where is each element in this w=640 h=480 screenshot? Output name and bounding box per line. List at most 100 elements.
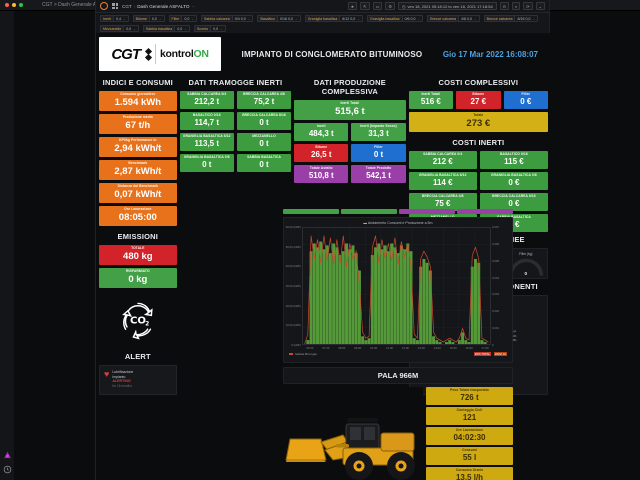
x-tick: 06:00 — [306, 346, 314, 350]
y-tick-left: 30,00 (kWh) — [285, 284, 301, 288]
grafana-brand-icon[interactable] — [100, 2, 108, 10]
window-close-button[interactable] — [5, 3, 9, 7]
stat-value: 0 t — [202, 160, 212, 169]
chart-title: ▬ Andamento Consumi e Produzione a 5m — [286, 220, 510, 226]
variable-label: Mezzanello — [100, 25, 124, 32]
stat-costo-inerte-0: SABBIA CALCAREA 0/4 212 € — [408, 151, 477, 169]
variable-value[interactable]: 8/16 0,0 ⌄ — [514, 15, 539, 22]
y-axis-right: 0,007 0,006 0,005 0,004 0,003 0,002 0,001 0 — [491, 225, 508, 347]
svg-text:2: 2 — [145, 321, 149, 328]
variable-value[interactable]: 0,0 ⌄ — [181, 15, 197, 22]
column-tramogge: DATI TRAMOGGE INERTI SABBIA CALCAREA 0/4… — [179, 75, 292, 479]
window-controls[interactable] — [0, 0, 640, 10]
on-word: ON — [193, 48, 209, 60]
settings-icon[interactable]: ⚙ — [385, 2, 395, 10]
y-tick-left: 20,00 (kWh) — [285, 303, 301, 308]
tv-icon[interactable]: ▭ — [372, 2, 383, 10]
x-tick: 10:00 — [370, 346, 378, 350]
variable-label: Sabbia basaltica — [142, 25, 175, 32]
breadcrumb-root[interactable]: CGT — [122, 3, 132, 9]
pala-stat-list: Peso Totale trasportato 726 t Conteggio Ci… — [426, 387, 513, 480]
stat-indici-5: Ore Lavorazione 08:05:00 — [99, 206, 177, 226]
stat-label: SABBIA BASALTICA — [496, 215, 531, 219]
clock-icon: ◷ — [401, 3, 406, 9]
dashboard-header: CGT kontrolON IMPIANTO DI CONGLOMERATO B… — [99, 36, 548, 72]
window-maximize-button[interactable] — [19, 3, 23, 7]
variable-value[interactable]: 0,0 ⌄ — [148, 15, 165, 22]
variable-value[interactable]: 6/12 0,0 ⌄ — [339, 15, 363, 22]
stat-value: 0 € — [520, 97, 532, 106]
stat-produzione-1: Inerti (Impasto Secco) 31,3 t — [351, 123, 406, 141]
stat-value: 2,87 kWh/t — [114, 166, 162, 177]
refresh-interval-caret-icon[interactable]: ⌄ — [535, 2, 545, 10]
stat-value: 0 € — [508, 220, 520, 229]
dashboards-grid-icon[interactable] — [112, 3, 118, 9]
breadcrumb-current[interactable]: Dash Generale ASFALTO — [137, 3, 190, 9]
column-produzione: DATI PRODUZIONE COMPLESSIVA Inerti Total… — [294, 75, 406, 479]
y-tick-right: 0 — [492, 343, 494, 347]
cgt-diamond-icon — [144, 47, 153, 61]
stat-label: BASALTICO 0/16 — [192, 113, 221, 117]
variable-value[interactable]: 0,0 ⌄ — [123, 25, 139, 32]
heart-alert-icon: ♥ — [104, 369, 110, 379]
variable-chip-4[interactable]: Basaltico 0/16 0,0 ⌄ — [257, 15, 301, 22]
stat-label: GRANIGLIA BASALTICA 0/6 — [491, 173, 537, 177]
variable-chip-2[interactable]: Filler 0,0 ⌄ — [168, 15, 197, 22]
variable-value[interactable]: 0,4 ⌄ — [113, 15, 129, 22]
variable-value[interactable]: 0,0 ⌄ — [210, 25, 226, 32]
variable-value[interactable]: 4/8 0,0 ⌄ — [458, 15, 480, 22]
plot-area[interactable] — [302, 227, 491, 345]
stat-costo-inerte-1: BASALTICO 0/16 115 € — [479, 151, 548, 169]
alert-item[interactable]: ♥ Lubrificazione Impianto ALERTING for 1… — [99, 365, 177, 395]
variable-chip-6[interactable]: Graniglia basaltica 0/6 0,0 ⌄ — [366, 15, 424, 22]
variable-chip-10[interactable]: Sabbia basaltica 0,0 ⌄ — [142, 25, 190, 32]
y-axis-left: 60,00 (kWh) 50,00 (kWh) 40,00 (kWh) 30,00 (… — [285, 225, 302, 347]
variable-chip-9[interactable]: Mezzanello 0,0 ⌄ — [100, 25, 139, 32]
variable-chip-7[interactable]: Brecce calcarea 4/8 0,0 ⌄ — [427, 15, 480, 22]
variable-chip-8[interactable]: Brecce calcarea 8/16 0,0 ⌄ — [483, 15, 539, 22]
variable-value[interactable]: 0/4 0,0 ⌄ — [231, 15, 254, 22]
zoom-out-button[interactable]: ⊖ — [499, 2, 510, 10]
x-tick: 13:00 — [417, 346, 425, 350]
variable-value[interactable]: 0/16 0,0 ⌄ — [277, 15, 301, 22]
stat-value: 08:05:00 — [118, 212, 157, 223]
stat-value: 516 € — [420, 97, 441, 106]
stat-tramoggia-2: BASALTICO 0/16 114,7 t — [179, 112, 234, 130]
breadcrumb: CGT › Dash Generale ASFALTO ⌄ — [122, 3, 195, 9]
variable-chip-5[interactable]: Graniglia basaltica 6/12 0,0 ⌄ — [304, 15, 363, 22]
variable-chip-11[interactable]: Sconto 0,0 ⌄ — [193, 25, 226, 32]
star-icon[interactable]: ★ — [347, 2, 358, 10]
share-icon[interactable]: ⇱ — [360, 2, 370, 10]
gauge-label: Filler (kg) — [519, 252, 533, 256]
legend-label: Sarkies Bi tot gas — [295, 352, 317, 356]
time-range-picker[interactable]: ◷ ven 18, 2021 05:18:12 to ven 18, 2021 … — [397, 2, 497, 10]
stat-label: Distanza dal Benchmark — [117, 184, 158, 188]
window-minimize-button[interactable] — [12, 3, 16, 7]
variable-value[interactable]: 0,0 ⌄ — [174, 25, 190, 32]
timeseries-panel[interactable]: ▬ Andamento Consumi e Produzione a 5m 60… — [283, 217, 513, 363]
grafana-logo-icon[interactable] — [0, 448, 14, 462]
stat-indici-0: Consumo giornaliero 1.594 kWh — [99, 91, 177, 111]
stat-value: 0 kg — [128, 274, 148, 285]
section-title-costi-inerti: COSTI INERTI — [452, 138, 505, 147]
clock-icon[interactable] — [0, 462, 14, 476]
variable-chip-3[interactable]: Sabbia calcarea 0/4 0,0 ⌄ — [201, 15, 254, 22]
stat-label: BRECCIA CALCAREA 4/8 — [421, 194, 464, 198]
plot-area-wrap: 60,00 (kWh) 50,00 (kWh) 40,00 (kWh) 30,00 (… — [285, 225, 508, 347]
variable-chip-1[interactable]: Bitume 0,0 ⌄ — [132, 15, 165, 22]
stat-label: Bitume — [315, 145, 328, 149]
variable-chip-0[interactable]: Inerti 0,4 ⌄ — [100, 15, 129, 22]
section-title-tramogge: DATI TRAMOGGE INERTI — [188, 78, 283, 87]
stat-value: 2,94 kWh/t — [114, 143, 162, 154]
template-variables-bar: Inerti 0,4 ⌄ Bitume 0,0 ⌄ Filler 0,0 ⌄ Sabbia cal… — [96, 13, 549, 35]
chevron-down-icon[interactable]: ⌄ — [191, 3, 196, 8]
stat-value: 114 € — [432, 178, 453, 187]
stat-costo-totale: Totale 273 € — [408, 112, 548, 132]
y-tick-right: 0,002 — [492, 309, 499, 314]
variable-value[interactable]: 0/6 0,0 ⌄ — [401, 15, 424, 22]
search-icon[interactable]: ⌕ — [512, 2, 521, 10]
legend-item-left[interactable]: Sarkies Bi tot gas — [289, 352, 317, 356]
indici-stat-list: Consumo giornaliero 1.594 kWh Produzione m… — [99, 91, 177, 226]
stat-label: Ore Lavorazione — [124, 207, 152, 211]
refresh-button[interactable]: ⟳ — [523, 2, 533, 10]
